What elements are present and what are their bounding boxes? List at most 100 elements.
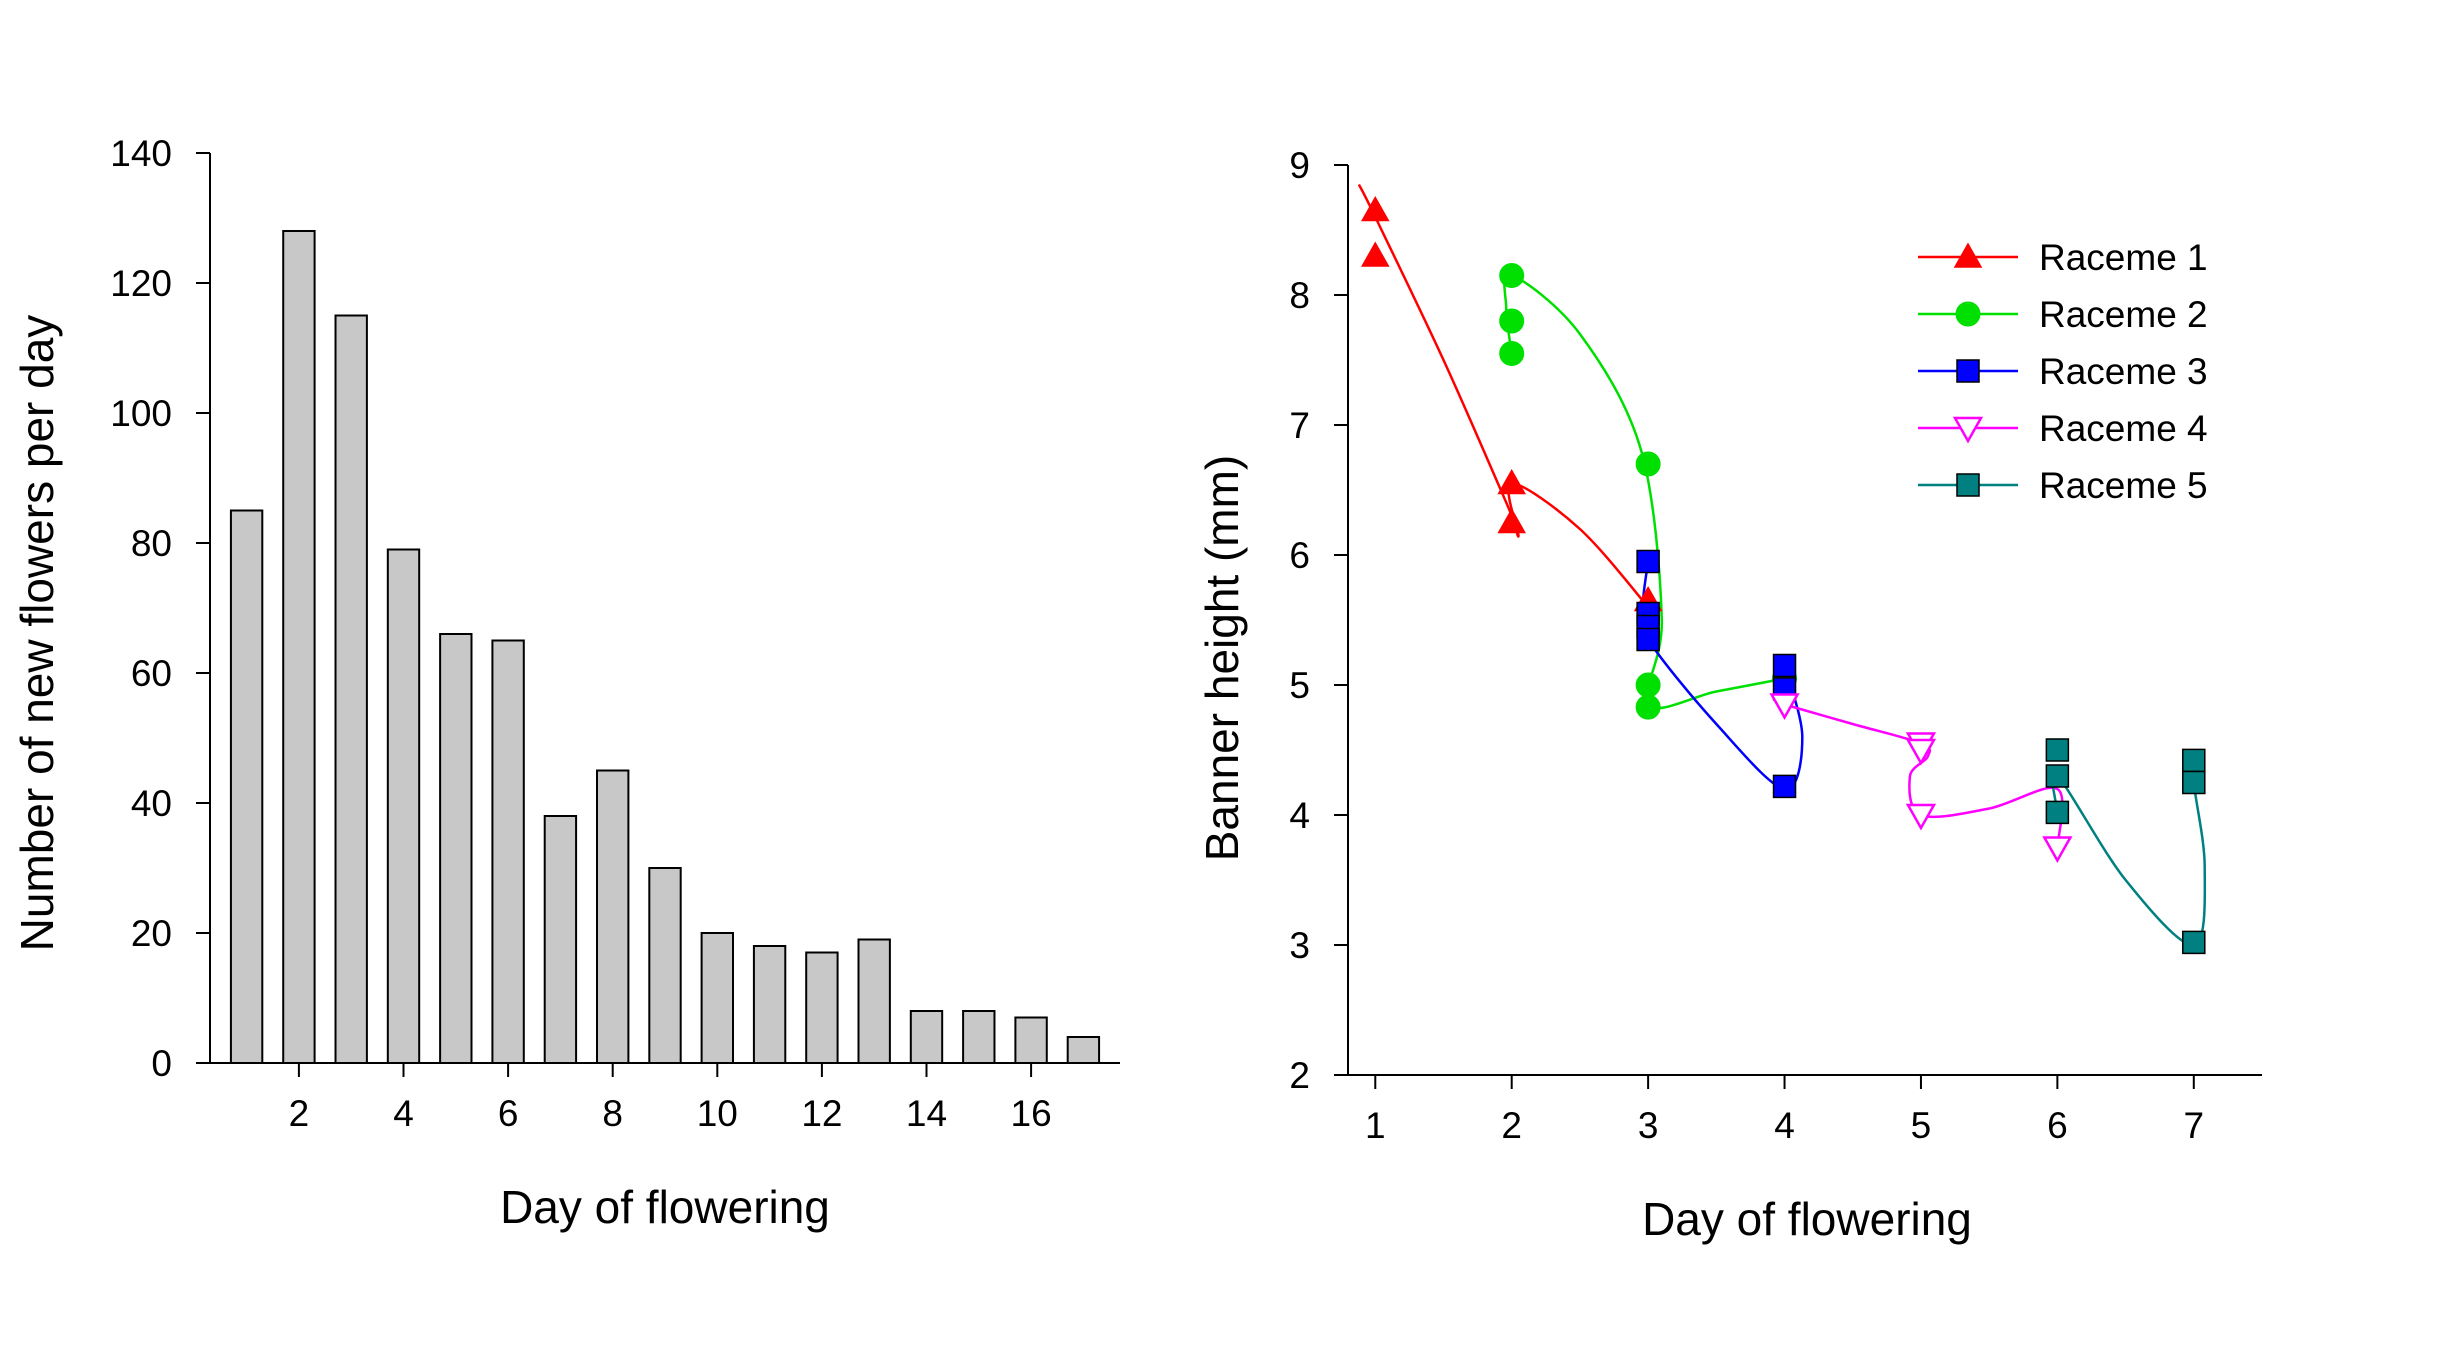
point-raceme-1 — [1360, 241, 1390, 267]
x-tick-label: 16 — [1011, 1093, 1052, 1134]
bar-day-1 — [229, 509, 264, 1064]
y-tick-label: 6 — [1289, 535, 1310, 576]
x-tick-label: 2 — [289, 1093, 310, 1134]
legend-marker — [1956, 359, 1980, 383]
point-raceme-2 — [1635, 694, 1661, 720]
x-tick-label: 4 — [1774, 1105, 1795, 1146]
point-raceme-3 — [1772, 653, 1797, 678]
bar-day-10 — [700, 932, 734, 1064]
bar-day-15 — [962, 1010, 996, 1064]
bar-day-9 — [648, 867, 682, 1064]
bar-day-8 — [596, 769, 630, 1064]
y-tick-label: 5 — [1289, 665, 1310, 706]
axes — [209, 153, 1120, 1064]
legend-label: Raceme 2 — [2039, 294, 2208, 335]
x-tick-label: 6 — [2047, 1105, 2068, 1146]
x-tick-label: 4 — [393, 1093, 414, 1134]
y-tick-label: 20 — [131, 913, 172, 954]
bar-day-7 — [543, 815, 578, 1064]
x-tick-label: 12 — [801, 1093, 842, 1134]
y-tick-label: 40 — [131, 783, 172, 824]
curve-raceme-5 — [2051, 749, 2207, 947]
bar-day-17 — [1066, 1036, 1101, 1064]
legend-marker — [1952, 416, 1984, 444]
bar-day-12 — [805, 951, 839, 1064]
y-tick-label: 100 — [110, 393, 172, 434]
y-tick-label: 60 — [131, 653, 172, 694]
point-raceme-5 — [2045, 800, 2070, 825]
y-tick-label: 140 — [110, 133, 172, 174]
point-raceme-4 — [1905, 803, 1937, 831]
bar-day-6 — [491, 639, 525, 1064]
legend: Raceme 1 Raceme 2 Raceme 3 Raceme 4 Raceme 5 — [1918, 237, 2208, 506]
legend-label: Raceme 4 — [2039, 408, 2208, 449]
legend-label: Raceme 1 — [2039, 237, 2208, 278]
point-raceme-4 — [1769, 693, 1800, 721]
bar-chart-flowers-per-day: 2 4 6 8 10 12 14 16 0 20 40 60 80 100 120 140 Day of f… — [11, 133, 1120, 1233]
legend-item-raceme-1: Raceme 1 — [1918, 237, 2208, 278]
y-tick-label: 0 — [151, 1043, 172, 1084]
curve-raceme-4 — [1784, 703, 2064, 848]
y-tick-label: 120 — [110, 263, 172, 304]
y-tick-label: 80 — [131, 523, 172, 564]
legend-item-raceme-5: Raceme 5 — [1918, 465, 2208, 506]
legend-label: Raceme 5 — [2039, 465, 2208, 506]
point-raceme-1 — [1497, 507, 1526, 534]
y-tick-label: 3 — [1289, 925, 1310, 966]
x-tick-label: 14 — [906, 1093, 947, 1134]
y-axis-title: Banner height (mm) — [1196, 455, 1248, 862]
x-tick-label: 7 — [2184, 1105, 2205, 1146]
x-axis-ticks: 2 4 6 8 10 12 14 16 — [289, 1063, 1052, 1134]
x-axis-ticks: 1 2 3 4 5 6 7 — [1365, 1075, 2204, 1146]
bar-series — [229, 230, 1101, 1064]
legend-label: Raceme 3 — [2039, 351, 2208, 392]
bar-day-3 — [334, 314, 368, 1064]
y-axis-ticks: 0 20 40 60 80 100 120 140 — [110, 133, 210, 1084]
legend-marker — [1955, 301, 1981, 327]
x-tick-label: 8 — [602, 1093, 623, 1134]
y-tick-label: 8 — [1289, 275, 1310, 316]
x-tick-label: 10 — [697, 1093, 738, 1134]
point-raceme-5 — [2182, 748, 2206, 773]
y-tick-label: 2 — [1289, 1055, 1310, 1096]
bar-day-13 — [857, 938, 891, 1064]
legend-item-raceme-4: Raceme 4 — [1918, 408, 2208, 449]
x-tick-label: 2 — [1501, 1105, 1522, 1146]
x-axis-title: Day of flowering — [1642, 1193, 1972, 1245]
y-tick-label: 7 — [1289, 405, 1310, 446]
bar-day-2 — [282, 230, 316, 1064]
point-raceme-2 — [1499, 263, 1525, 288]
x-tick-label: 6 — [498, 1093, 519, 1134]
point-raceme-3 — [1636, 627, 1660, 652]
bar-day-11 — [752, 945, 787, 1064]
legend-item-raceme-2: Raceme 2 — [1918, 294, 2208, 335]
bar-day-14 — [909, 1010, 944, 1064]
point-raceme-2 — [1635, 672, 1661, 698]
point-raceme-4 — [1905, 738, 1937, 766]
x-axis-title: Day of flowering — [500, 1181, 830, 1233]
y-tick-label: 4 — [1289, 795, 1310, 836]
point-raceme-3 — [1772, 774, 1797, 799]
bar-day-4 — [386, 548, 421, 1064]
y-tick-label: 9 — [1289, 145, 1310, 186]
point-raceme-5 — [2045, 738, 2070, 762]
bar-day-5 — [439, 633, 473, 1064]
y-axis-title: Number of new flowers per day — [11, 315, 63, 952]
point-raceme-4 — [2042, 836, 2073, 864]
series-markers — [1360, 195, 2206, 955]
axes — [1347, 165, 2262, 1076]
bar-day-16 — [1014, 1016, 1048, 1064]
x-tick-label: 1 — [1365, 1105, 1386, 1146]
legend-marker — [1953, 242, 1983, 268]
point-raceme-3 — [1636, 549, 1660, 574]
legend-item-raceme-3: Raceme 3 — [1918, 351, 2208, 392]
point-raceme-2 — [1499, 308, 1525, 334]
point-raceme-1 — [1497, 468, 1526, 495]
point-raceme-2 — [1499, 341, 1525, 366]
curve-raceme-1 — [1357, 183, 1650, 608]
point-raceme-2 — [1635, 451, 1661, 477]
point-raceme-5 — [2045, 764, 2070, 788]
point-raceme-5 — [2182, 770, 2206, 795]
